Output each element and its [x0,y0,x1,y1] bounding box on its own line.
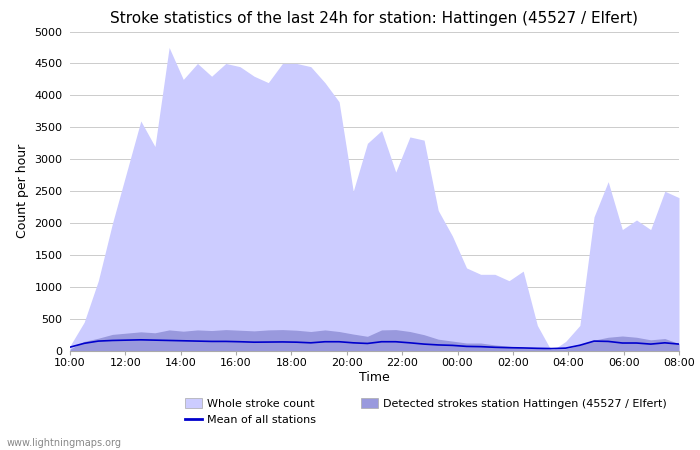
Title: Stroke statistics of the last 24h for station: Hattingen (45527 / Elfert): Stroke statistics of the last 24h for st… [111,11,638,26]
Mean of all stations [321,339,329,344]
Mean of all stations [293,339,301,345]
Mean of all stations [335,339,343,344]
Mean of all stations [179,338,188,343]
Mean of all stations [222,339,230,344]
Mean of all stations [136,337,145,342]
Y-axis label: Count per hour: Count per hour [15,144,29,238]
Legend: Whole stroke count, Mean of all stations, Detected strokes station Hattingen (45: Whole stroke count, Mean of all stations… [186,398,667,425]
Mean of all stations [491,345,499,350]
Mean of all stations [406,340,414,346]
Mean of all stations [434,342,442,348]
Mean of all stations [448,343,456,348]
Mean of all stations [661,340,669,346]
Text: www.lightningmaps.org: www.lightningmaps.org [7,438,122,448]
Mean of all stations [193,338,202,344]
Mean of all stations [349,340,358,346]
Mean of all stations [632,340,640,346]
Mean of all stations [647,342,655,347]
Mean of all stations [420,342,428,347]
Mean of all stations [547,346,556,351]
Mean of all stations [505,345,513,351]
Mean of all stations [150,338,159,343]
Mean of all stations [675,342,683,347]
Mean of all stations [604,339,612,344]
Mean of all stations [519,345,527,351]
Mean of all stations [250,339,258,345]
Mean of all stations [207,339,216,344]
Mean of all stations [307,340,315,346]
Mean of all stations [236,339,244,344]
Mean of all stations [561,346,570,351]
X-axis label: Time: Time [359,371,390,384]
Mean of all stations [108,338,117,343]
Mean of all stations [363,341,372,346]
Mean of all stations [80,341,88,346]
Mean of all stations [477,344,485,349]
Mean of all stations [165,338,174,343]
Mean of all stations [264,339,272,345]
Mean of all stations [278,339,286,345]
Mean of all stations [533,346,542,351]
Mean of all stations [590,338,598,344]
Mean of all stations [94,338,102,344]
Mean of all stations [575,342,584,348]
Mean of all stations [66,344,74,350]
Line: Mean of all stations: Mean of all stations [70,340,679,349]
Mean of all stations [377,339,386,344]
Mean of all stations [122,338,131,343]
Mean of all stations [463,344,471,349]
Mean of all stations [391,339,400,344]
Mean of all stations [618,340,626,346]
